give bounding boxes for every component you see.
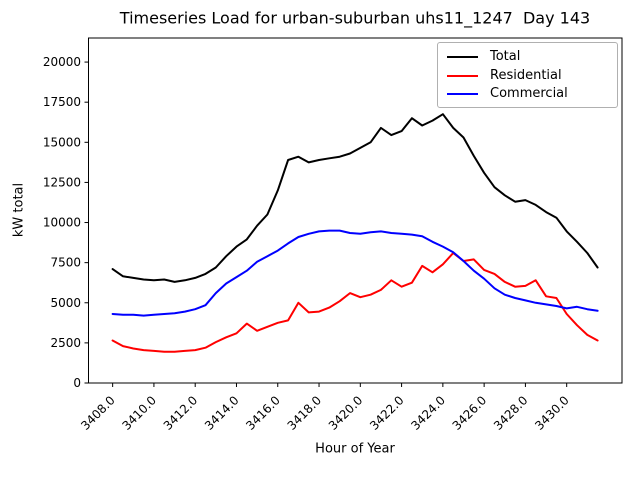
line-commercial (111, 229, 599, 317)
legend-item-commercial: Commercial (444, 85, 611, 103)
svg-text:20000: 20000 (43, 55, 81, 69)
legend-line-total (447, 56, 478, 58)
svg-text:3422.0: 3422.0 (367, 393, 407, 433)
x-axis-label: Hour of Year (315, 441, 395, 457)
svg-text:3408.0: 3408.0 (78, 393, 118, 433)
legend: Total Residential Commercial (437, 42, 618, 108)
line-total (111, 113, 599, 283)
svg-text:3430.0: 3430.0 (532, 393, 572, 433)
svg-text:3426.0: 3426.0 (450, 393, 490, 433)
svg-text:3414.0: 3414.0 (202, 393, 242, 433)
svg-text:3416.0: 3416.0 (243, 393, 283, 433)
legend-label-total: Total (490, 49, 521, 64)
svg-text:0: 0 (73, 376, 81, 390)
line-residential (111, 252, 599, 353)
svg-text:15000: 15000 (43, 135, 81, 149)
svg-text:3418.0: 3418.0 (285, 393, 325, 433)
svg-text:3412.0: 3412.0 (161, 393, 201, 433)
legend-line-residential (447, 74, 478, 77)
chart-title: Timeseries Load for urban-suburban uhs11… (119, 8, 591, 28)
svg-text:3428.0: 3428.0 (491, 393, 531, 433)
legend-label-commercial: Commercial (490, 86, 568, 101)
svg-text:5000: 5000 (50, 296, 81, 310)
legend-item-total: Total (444, 48, 611, 66)
legend-item-residential: Residential (444, 67, 611, 85)
svg-text:17500: 17500 (43, 95, 81, 109)
svg-text:3424.0: 3424.0 (408, 393, 448, 433)
svg-text:3420.0: 3420.0 (326, 393, 366, 433)
svg-text:10000: 10000 (43, 216, 81, 230)
x-axis-ticks: 3408.0 3410.0 3412.0 3414.0 3416.0 3418.0 3420… (78, 383, 572, 433)
legend-line-commercial (447, 93, 478, 95)
svg-text:2500: 2500 (50, 336, 81, 350)
svg-text:12500: 12500 (43, 175, 81, 189)
legend-label-residential: Residential (490, 67, 562, 83)
axes-spines (88, 37, 623, 384)
svg-text:3410.0: 3410.0 (119, 393, 159, 433)
y-axis-label: kW total (11, 182, 27, 238)
svg-text:7500: 7500 (50, 256, 81, 270)
y-axis-ticks: 0 2500 5000 7500 10000 12500 15000 17500 20000 (43, 55, 89, 390)
series-lines (111, 113, 599, 353)
